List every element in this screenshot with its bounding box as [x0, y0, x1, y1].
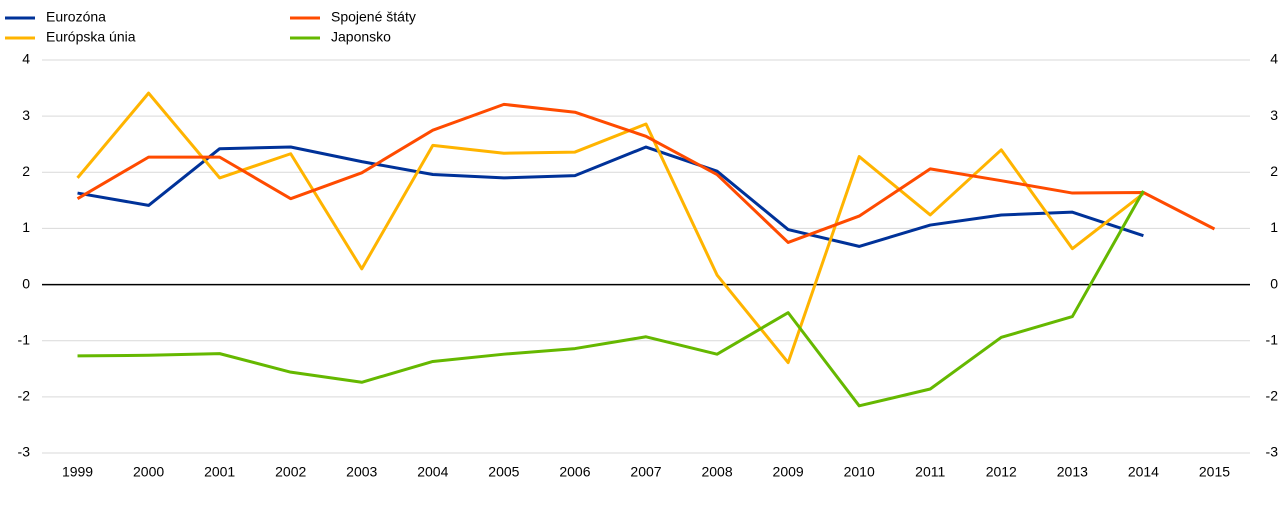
line-series [77, 145, 1144, 248]
y2-tick-label: -3 [1266, 444, 1279, 460]
x-tick-label: 2005 [488, 464, 519, 480]
x-tick-label: 2000 [133, 464, 164, 480]
y-tick-label: -1 [18, 331, 31, 347]
x-tick-label: 2006 [559, 464, 590, 480]
line-series [76, 102, 1216, 244]
x-tick-label: 1999 [62, 464, 93, 480]
y2-tick-label: 2 [1270, 163, 1278, 179]
x-tick-label: 2001 [204, 464, 235, 480]
y-tick-label: 4 [22, 51, 30, 67]
y-tick-label: 3 [22, 107, 30, 123]
x-tick-label: 2013 [1057, 464, 1088, 480]
x-tick-label: 2008 [701, 464, 732, 480]
x-tick-label: 2004 [417, 464, 448, 480]
y-tick-label: 0 [22, 275, 30, 291]
legend-label: Spojené štáty [331, 9, 416, 25]
x-tick-label: 2009 [773, 464, 804, 480]
legend-label: Európska únia [46, 29, 136, 45]
y2-tick-label: -1 [1266, 331, 1279, 347]
y2-tick-label: 1 [1270, 219, 1278, 235]
y-tick-label: 2 [22, 163, 30, 179]
x-tick-label: 2011 [915, 464, 945, 480]
line-series [77, 190, 1145, 408]
y2-tick-label: 4 [1270, 51, 1278, 67]
y-tick-label: 1 [22, 219, 30, 235]
x-tick-label: 2014 [1128, 464, 1159, 480]
y-tick-label: -3 [18, 444, 31, 460]
y2-tick-label: 0 [1270, 275, 1278, 291]
y2-tick-label: 3 [1270, 107, 1278, 123]
x-tick-label: 2002 [275, 464, 306, 480]
x-tick-label: 2012 [986, 464, 1017, 480]
x-tick-label: 2015 [1199, 464, 1230, 480]
legend-label: Eurozóna [46, 9, 106, 25]
line-series [76, 91, 1145, 365]
y2-tick-label: -2 [1266, 388, 1279, 404]
legend-label: Japonsko [331, 29, 391, 45]
x-tick-label: 2003 [346, 464, 377, 480]
x-tick-label: 2010 [844, 464, 875, 480]
x-tick-label: 2007 [630, 464, 661, 480]
y-tick-label: -2 [18, 388, 31, 404]
